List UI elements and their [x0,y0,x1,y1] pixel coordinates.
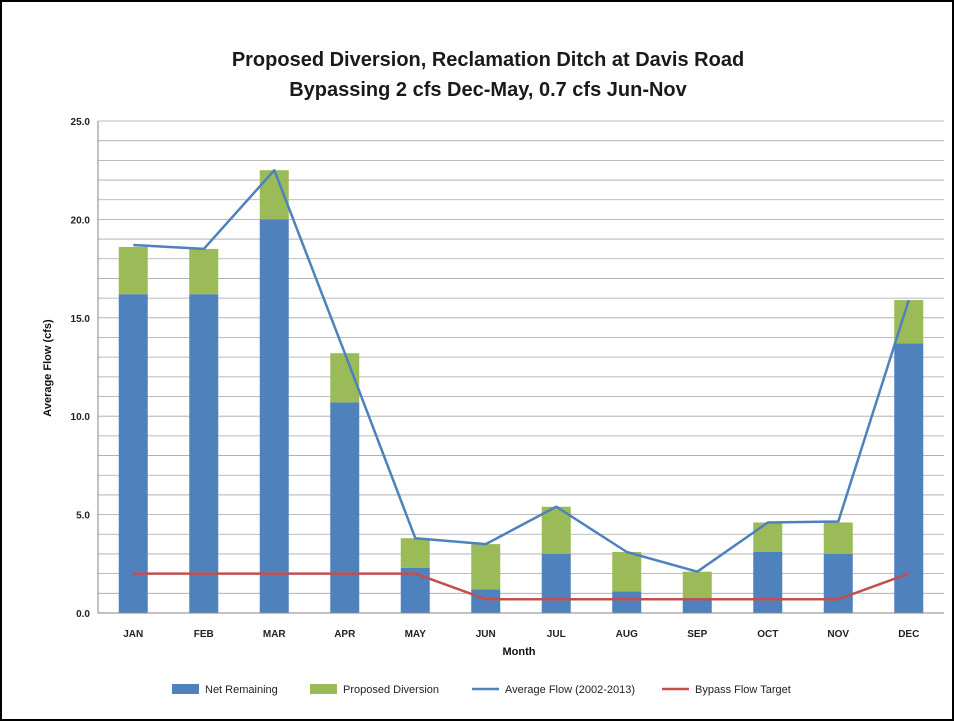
x-tick-label: JAN [123,629,143,640]
bars [118,170,924,613]
y-tick-label: 10.0 [71,412,91,423]
bar [682,571,712,600]
y-tick-label: 15.0 [71,314,91,325]
bar [612,551,642,592]
bar [753,522,783,552]
chart-title: Proposed Diversion, Reclamation Ditch at… [232,49,744,71]
x-tick-label: JUL [547,629,566,640]
y-tick-label: 5.0 [76,511,90,522]
x-tick-label: FEB [194,629,214,640]
x-tick-label: MAR [263,629,287,640]
bar [894,300,924,344]
y-tick-label: 25.0 [71,117,91,128]
x-tick-label: APR [334,629,356,640]
legend-swatch [172,684,199,694]
bar [400,538,430,568]
x-tick-label: OCT [757,629,778,640]
y-tick-label: 20.0 [71,215,91,226]
x-tick-label: NOV [827,629,849,640]
legend-label: Proposed Diversion [343,684,439,696]
bar [823,522,853,554]
bar [682,599,712,613]
x-tick-label: MAY [405,629,427,640]
bar [189,248,219,295]
legend-swatch [310,684,337,694]
x-tick-label: AUG [616,629,638,640]
legend-label: Bypass Flow Target [695,684,791,696]
bar [753,551,783,613]
x-axis-label: Month [503,646,536,658]
chart-subtitle: Bypassing 2 cfs Dec-May, 0.7 cfs Jun-Nov [289,79,687,101]
bar [118,246,148,295]
x-axis-ticks: JAN FEB MAR APR MAY JUN JUL AUG SEP OCT NOV DEC [123,629,919,640]
lines [98,168,944,614]
x-tick-label: JUN [476,629,496,640]
bar [471,544,501,590]
bar [541,553,571,613]
bar [118,294,148,613]
series-line [133,572,910,601]
bar [541,506,571,554]
y-tick-label: 0.0 [76,609,90,620]
bar [330,402,360,613]
bar [823,553,853,613]
y-axis-ticks: 0.0 5.0 10.0 15.0 20.0 25.0 [71,117,91,620]
legend-label: Average Flow (2002-2013) [505,684,635,696]
x-tick-label: SEP [687,629,707,640]
legend-label: Net Remaining [205,684,278,696]
legend: Net Remaining Proposed Diversion Average F… [172,684,791,696]
bar [612,591,642,613]
bar [259,219,289,613]
x-tick-label: DEC [898,629,919,640]
y-axis-label: Average Flow (cfs) [42,319,54,417]
bar [189,294,219,613]
series-line [133,168,910,573]
bar [400,567,430,613]
gridlines [97,120,944,614]
bar [894,343,924,613]
bar [471,589,501,613]
